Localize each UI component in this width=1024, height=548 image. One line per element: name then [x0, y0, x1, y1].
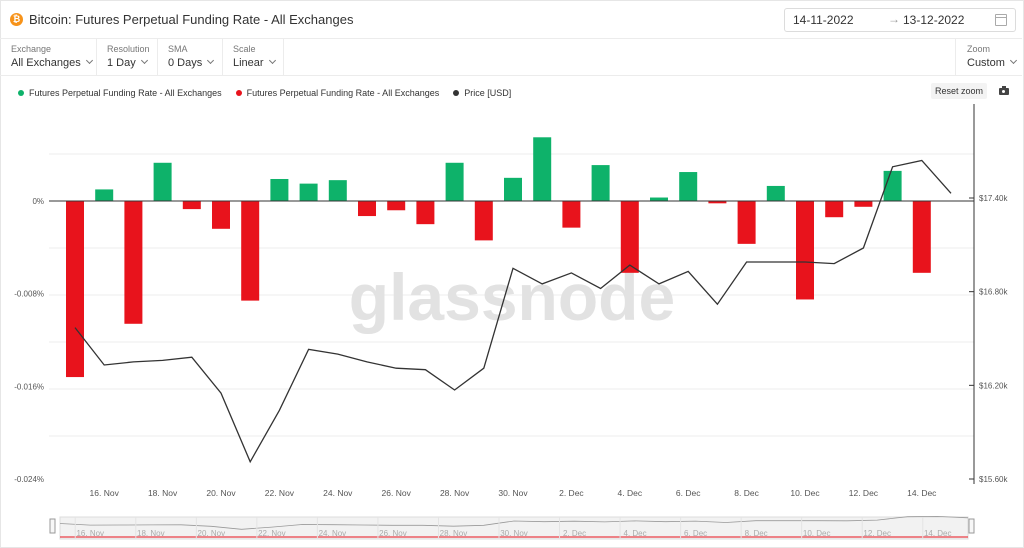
scale-value-text: Linear [233, 57, 264, 69]
date-range-picker[interactable]: 14-11-2022 → 13-12-2022 [784, 8, 1016, 32]
chevron-down-icon [268, 56, 276, 65]
exchange-select[interactable]: Exchange All Exchanges [0, 39, 97, 75]
sma-value-text: 0 Days [168, 57, 203, 69]
scale-label: Scale [233, 44, 256, 54]
reset-zoom-button[interactable]: Reset zoom [931, 83, 987, 99]
legend-dot-red [235, 90, 242, 96]
controls-bar: Exchange All Exchanges Resolution 1 Day … [0, 39, 1022, 76]
zoom-value-text: Custom [967, 57, 1005, 69]
resolution-label: Resolution [107, 44, 150, 54]
legend-dot-dark [453, 90, 460, 96]
legend-dot-green [18, 90, 24, 96]
legend-label: Futures Perpetual Funding Rate - All Exc… [29, 88, 222, 98]
arrow-right-icon: → [888, 12, 900, 26]
page-title: Bitcoin: Futures Perpetual Funding Rate … [29, 12, 354, 27]
resolution-select[interactable]: Resolution 1 Day [96, 39, 158, 75]
calendar-icon[interactable] [995, 14, 1007, 26]
camera-icon[interactable] [999, 86, 1009, 95]
exchange-value-text: All Exchanges [11, 57, 81, 69]
sma-value[interactable]: 0 Days [168, 56, 215, 69]
date-start-input[interactable]: 14-11-2022 [793, 13, 854, 27]
chart-legend: Futures Perpetual Funding Rate - All Exc… [18, 88, 525, 98]
legend-item-negative[interactable]: Futures Perpetual Funding Rate - All Exc… [235, 88, 440, 98]
exchange-label: Exchange [11, 44, 52, 54]
chevron-down-icon [207, 56, 215, 65]
chevron-down-icon [1009, 56, 1017, 65]
exchange-value[interactable]: All Exchanges [11, 56, 93, 69]
chevron-down-icon [85, 56, 93, 65]
chevron-down-icon [140, 56, 148, 65]
zoom-select[interactable]: Zoom Custom [955, 39, 1023, 75]
header: ₿ Bitcoin: Futures Perpetual Funding Rat… [0, 0, 1022, 39]
sma-select[interactable]: SMA 0 Days [157, 39, 223, 75]
zoom-value[interactable]: Custom [967, 56, 1017, 69]
sma-label: SMA [168, 44, 188, 54]
legend-label: Futures Perpetual Funding Rate - All Exc… [246, 88, 440, 98]
zoom-label: Zoom [967, 44, 991, 54]
legend-item-price[interactable]: Price [USD] [453, 88, 511, 98]
resolution-value-text: 1 Day [107, 57, 136, 69]
bitcoin-icon: ₿ [10, 13, 23, 26]
legend-item-positive[interactable]: Futures Perpetual Funding Rate - All Exc… [18, 88, 222, 98]
resolution-value[interactable]: 1 Day [107, 56, 148, 69]
scale-value[interactable]: Linear [233, 56, 276, 69]
date-end-input[interactable]: 13-12-2022 [903, 13, 965, 27]
legend-label: Price [USD] [464, 88, 512, 98]
title-wrap: ₿ Bitcoin: Futures Perpetual Funding Rat… [10, 12, 353, 27]
scale-select[interactable]: Scale Linear [222, 39, 284, 75]
